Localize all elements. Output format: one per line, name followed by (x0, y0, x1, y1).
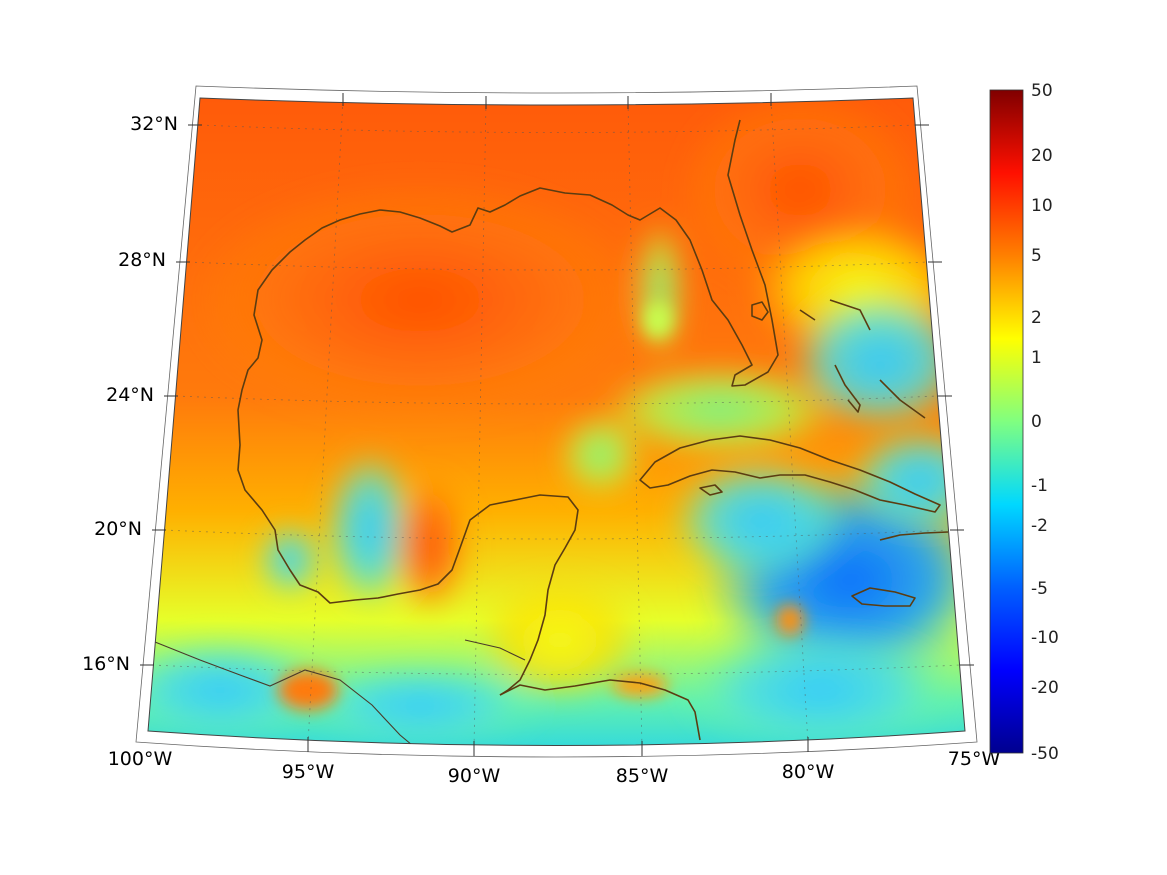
coastlines (237, 119, 949, 741)
lat-label-20: 20°N (94, 518, 142, 540)
data-field (148, 98, 965, 746)
coastline-hispaniola (879, 531, 949, 541)
coastline-gulf-mexico (237, 119, 779, 696)
colorbar-label: 20 (1031, 146, 1053, 166)
map-outer-frame (135, 85, 978, 758)
colorbar-label: -50 (1031, 744, 1059, 764)
map-ticks (140, 93, 974, 756)
anomaly-windward (850, 430, 965, 530)
colorbar-label: -2 (1031, 516, 1048, 536)
lon-label-100: 100°W (108, 748, 173, 770)
spot-honduras-coast (612, 673, 668, 697)
border-pacific-coast (149, 639, 413, 746)
coastline-lake-okeechobee (751, 301, 769, 321)
colorbar-gradient (989, 89, 1024, 754)
coastline-central-america (499, 679, 701, 741)
grid-lat-28 (187, 261, 929, 271)
map-frame (147, 97, 966, 746)
anomaly-campeche-band (325, 450, 415, 610)
lat-label-24: 24°N (106, 384, 154, 406)
lat-label-32: 32°N (130, 113, 178, 135)
coastline-isla-juventud (699, 484, 723, 496)
anomaly-belize (480, 580, 640, 700)
colorbar-label: 10 (1031, 196, 1053, 216)
anomaly-yucatan-channel (560, 415, 640, 495)
field-spots (278, 302, 804, 710)
country-borders (149, 639, 526, 746)
colorbar-label: -5 (1031, 579, 1048, 599)
field-anomalies (148, 98, 965, 746)
colorbar-label: 50 (1031, 81, 1053, 101)
lon-label-95: 95°W (282, 761, 335, 783)
colorbar-label: -1 (1031, 476, 1048, 496)
lon-label-85: 85°W (616, 765, 669, 787)
lon-label-75: 75°W (948, 748, 1001, 770)
coastline-jamaica (851, 587, 916, 607)
anomaly-eastern-gulf-band (638, 220, 682, 360)
anomaly-northern-gulf (190, 180, 650, 420)
grid-lon-80 (770, 99, 809, 745)
spot-tehuantepec (278, 670, 338, 710)
coastline-bahamas (799, 299, 926, 419)
lon-label-80: 80°W (782, 761, 835, 783)
colorbar-label: -20 (1031, 678, 1059, 698)
colorbar-label: -10 (1031, 628, 1059, 648)
spot-eastern-gulf (644, 302, 672, 338)
colorbar-label: 0 (1031, 412, 1042, 432)
colorbar-label: 1 (1031, 348, 1042, 368)
longitude-labels: 100°W 95°W 90°W 85°W 80°W 75°W (108, 748, 1001, 787)
anomaly-pacific-east (300, 665, 540, 745)
colorbar-label: 5 (1031, 246, 1042, 266)
lat-label-28: 28°N (118, 249, 166, 271)
border-guatemala (464, 639, 526, 661)
grid-lon-95 (307, 99, 344, 745)
lat-label-16: 16°N (82, 653, 130, 675)
anomaly-pacific-west (148, 640, 330, 740)
anomaly-bahamas (790, 290, 965, 430)
anomaly-southern-caribbean (680, 630, 960, 746)
grid-lon-85 (627, 101, 643, 746)
anomaly-florida-straits (600, 365, 840, 455)
grid-lon-90 (473, 101, 487, 746)
latitude-labels: 32°N 28°N 24°N 20°N 16°N (82, 113, 178, 675)
anomaly-veracruz (260, 525, 320, 595)
anomaly-campeche-orange (392, 475, 468, 615)
lon-label-90: 90°W (448, 765, 501, 787)
grid-lat-24 (175, 395, 939, 405)
colorbar-label: 2 (1031, 308, 1042, 328)
coastline-cuba (639, 435, 941, 513)
anomaly-cayman (670, 460, 850, 580)
spot-caribbean (776, 604, 804, 636)
